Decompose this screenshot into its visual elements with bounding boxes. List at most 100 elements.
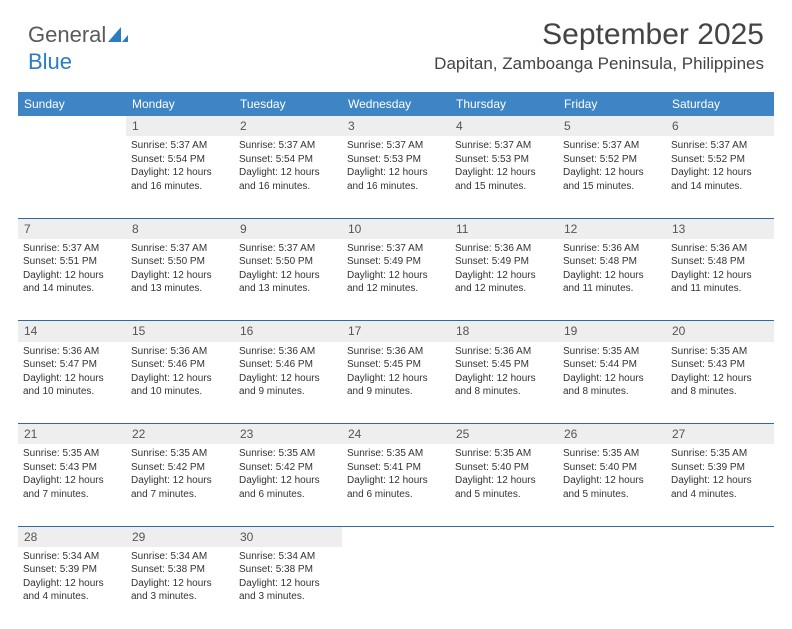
day-number: 21: [18, 424, 126, 445]
sunset-text: Sunset: 5:40 PM: [563, 461, 661, 475]
daylight-text: Daylight: 12 hours and 5 minutes.: [455, 474, 553, 501]
daylight-text: Daylight: 12 hours and 9 minutes.: [347, 372, 445, 399]
day-number: 8: [126, 218, 234, 239]
day-number: 11: [450, 218, 558, 239]
sunset-text: Sunset: 5:49 PM: [347, 255, 445, 269]
day-number: 18: [450, 321, 558, 342]
sunrise-text: Sunrise: 5:35 AM: [239, 447, 337, 461]
sunrise-text: Sunrise: 5:37 AM: [239, 242, 337, 256]
day-cell: Sunrise: 5:37 AMSunset: 5:50 PMDaylight:…: [126, 239, 234, 321]
day-number: 22: [126, 424, 234, 445]
sunrise-text: Sunrise: 5:37 AM: [23, 242, 121, 256]
sunset-text: Sunset: 5:48 PM: [563, 255, 661, 269]
day-cell: Sunrise: 5:36 AMSunset: 5:45 PMDaylight:…: [450, 342, 558, 424]
daylight-text: Daylight: 12 hours and 16 minutes.: [347, 166, 445, 193]
day-cell: Sunrise: 5:37 AMSunset: 5:49 PMDaylight:…: [342, 239, 450, 321]
day-number: 5: [558, 116, 666, 136]
weekday-header: Monday: [126, 92, 234, 116]
day-row: Sunrise: 5:37 AMSunset: 5:51 PMDaylight:…: [18, 239, 774, 321]
daylight-text: Daylight: 12 hours and 8 minutes.: [455, 372, 553, 399]
day-number: 27: [666, 424, 774, 445]
daylight-text: Daylight: 12 hours and 16 minutes.: [131, 166, 229, 193]
daynum-row: 282930: [18, 526, 774, 547]
weekday-header: Wednesday: [342, 92, 450, 116]
sunset-text: Sunset: 5:43 PM: [671, 358, 769, 372]
daylight-text: Daylight: 12 hours and 9 minutes.: [239, 372, 337, 399]
day-number: [342, 526, 450, 547]
day-cell: Sunrise: 5:34 AMSunset: 5:38 PMDaylight:…: [234, 547, 342, 629]
daynum-row: 14151617181920: [18, 321, 774, 342]
weekday-header: Thursday: [450, 92, 558, 116]
day-number: 29: [126, 526, 234, 547]
day-number: 9: [234, 218, 342, 239]
sunrise-text: Sunrise: 5:36 AM: [131, 345, 229, 359]
day-cell: Sunrise: 5:37 AMSunset: 5:50 PMDaylight:…: [234, 239, 342, 321]
day-number: 24: [342, 424, 450, 445]
day-row: Sunrise: 5:37 AMSunset: 5:54 PMDaylight:…: [18, 136, 774, 218]
sunset-text: Sunset: 5:50 PM: [131, 255, 229, 269]
daylight-text: Daylight: 12 hours and 13 minutes.: [239, 269, 337, 296]
sunset-text: Sunset: 5:39 PM: [671, 461, 769, 475]
daynum-row: 21222324252627: [18, 424, 774, 445]
day-cell: [18, 136, 126, 218]
sunset-text: Sunset: 5:48 PM: [671, 255, 769, 269]
day-number: 16: [234, 321, 342, 342]
sunrise-text: Sunrise: 5:37 AM: [347, 139, 445, 153]
logo: General Blue: [28, 22, 128, 75]
day-cell: Sunrise: 5:37 AMSunset: 5:52 PMDaylight:…: [666, 136, 774, 218]
daylight-text: Daylight: 12 hours and 8 minutes.: [563, 372, 661, 399]
day-number: 12: [558, 218, 666, 239]
logo-text-1: General: [28, 22, 106, 47]
day-cell: Sunrise: 5:37 AMSunset: 5:54 PMDaylight:…: [234, 136, 342, 218]
day-cell: Sunrise: 5:34 AMSunset: 5:39 PMDaylight:…: [18, 547, 126, 629]
day-number: 4: [450, 116, 558, 136]
daylight-text: Daylight: 12 hours and 7 minutes.: [131, 474, 229, 501]
day-cell: [342, 547, 450, 629]
sunrise-text: Sunrise: 5:37 AM: [239, 139, 337, 153]
day-cell: Sunrise: 5:35 AMSunset: 5:40 PMDaylight:…: [450, 444, 558, 526]
daylight-text: Daylight: 12 hours and 5 minutes.: [563, 474, 661, 501]
daylight-text: Daylight: 12 hours and 6 minutes.: [239, 474, 337, 501]
weekday-header: Saturday: [666, 92, 774, 116]
logo-sail-icon: [108, 23, 128, 49]
day-number: 15: [126, 321, 234, 342]
day-number: [666, 526, 774, 547]
sunset-text: Sunset: 5:45 PM: [347, 358, 445, 372]
sunset-text: Sunset: 5:42 PM: [239, 461, 337, 475]
day-cell: Sunrise: 5:37 AMSunset: 5:53 PMDaylight:…: [342, 136, 450, 218]
sunrise-text: Sunrise: 5:36 AM: [455, 345, 553, 359]
sunset-text: Sunset: 5:49 PM: [455, 255, 553, 269]
day-number: 7: [18, 218, 126, 239]
weekday-header-row: Sunday Monday Tuesday Wednesday Thursday…: [18, 92, 774, 116]
sunrise-text: Sunrise: 5:35 AM: [23, 447, 121, 461]
day-cell: [666, 547, 774, 629]
day-row: Sunrise: 5:35 AMSunset: 5:43 PMDaylight:…: [18, 444, 774, 526]
sunset-text: Sunset: 5:53 PM: [455, 153, 553, 167]
sunset-text: Sunset: 5:40 PM: [455, 461, 553, 475]
daylight-text: Daylight: 12 hours and 10 minutes.: [131, 372, 229, 399]
sunset-text: Sunset: 5:46 PM: [131, 358, 229, 372]
sunset-text: Sunset: 5:46 PM: [239, 358, 337, 372]
day-row: Sunrise: 5:36 AM Sunset: 5:47 PM Daylight:…: [18, 342, 774, 424]
sunset-text: Sunset: 5:44 PM: [563, 358, 661, 372]
daylight-text: Daylight: 12 hours and 15 minutes.: [563, 166, 661, 193]
sunset-text: Sunset: 5:52 PM: [563, 153, 661, 167]
daylight-text: Daylight: 12 hours and 12 minutes.: [455, 269, 553, 296]
sunset-text: Sunset: 5:45 PM: [455, 358, 553, 372]
day-number: 19: [558, 321, 666, 342]
day-cell: Sunrise: 5:36 AMSunset: 5:49 PMDaylight:…: [450, 239, 558, 321]
day-number: 20: [666, 321, 774, 342]
daylight-text: Daylight: 12 hours and 7 minutes.: [23, 474, 121, 501]
day-cell: Sunrise: 5:36 AMSunset: 5:48 PMDaylight:…: [666, 239, 774, 321]
sunrise-text: Sunrise: 5:36 AM: [347, 345, 445, 359]
day-number: [18, 116, 126, 136]
sunrise-text: Sunrise: 5:35 AM: [671, 447, 769, 461]
day-number: 23: [234, 424, 342, 445]
day-cell: Sunrise: 5:35 AMSunset: 5:42 PMDaylight:…: [234, 444, 342, 526]
daylight-text: Daylight: 12 hours and 8 minutes.: [671, 372, 769, 399]
sunset-text: Sunset: 5:47 PM: [23, 358, 121, 372]
day-number: 1: [126, 116, 234, 136]
day-row: Sunrise: 5:34 AMSunset: 5:39 PMDaylight:…: [18, 547, 774, 629]
daynum-row: 78910111213: [18, 218, 774, 239]
sunrise-text: Sunrise: 5:37 AM: [455, 139, 553, 153]
